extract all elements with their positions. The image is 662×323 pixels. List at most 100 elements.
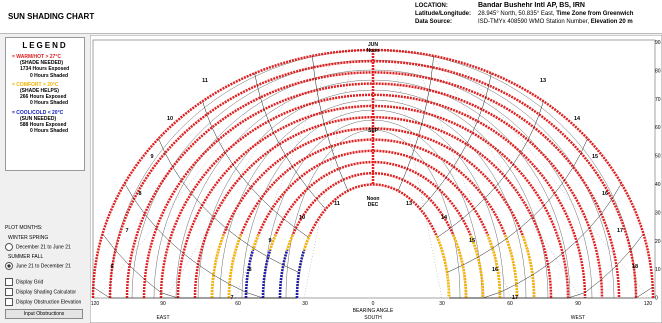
hour-label: 16 (492, 267, 498, 273)
header: SUN SHADING CHART LOCATION: Bandar Busheh… (0, 0, 662, 34)
noon-label: Noon (367, 196, 380, 202)
radio[interactable]: December 21 to June 21 (5, 243, 83, 253)
y-tick-label: 30 (655, 210, 661, 216)
hour-label: 6 (110, 264, 113, 270)
hour-label: 16 (602, 191, 608, 197)
noon-label: Noon (367, 48, 380, 54)
legend-exposed: 588 Hours Exposed (20, 122, 67, 129)
value: Bandar Bushehr Intl AP, BS, IRN (478, 2, 585, 9)
section-label: WINTER SPRING (8, 234, 49, 241)
legend-label: = COMFORT > 20°C (12, 81, 59, 88)
hour-line (254, 73, 326, 210)
radio-label: December 21 to June 21 (16, 244, 71, 251)
sun-path-comfort (295, 235, 451, 299)
hour-line (397, 55, 434, 191)
checkbox[interactable]: Display Shading Calculator (5, 287, 83, 298)
hour-label: 7 (125, 228, 128, 234)
radio[interactable]: June 21 to December 21 (5, 262, 83, 272)
legend: LEGEND = WARM/HOT > 27°C (SHADE NEEDED) … (5, 37, 85, 171)
legend-label: = COOL/COLD < 20°C (12, 109, 64, 116)
legend-note: (SUN NEEDED) (20, 115, 57, 122)
y-tick-label: 10 (655, 267, 661, 273)
hour-label: 11 (334, 201, 340, 207)
hour-line (420, 73, 492, 210)
grid-line (435, 59, 581, 299)
controls: PLOT MONTHS: WINTER SPRING December 21 t… (5, 224, 83, 319)
hour-label: 14 (441, 215, 448, 221)
grid-arc (153, 69, 593, 299)
hour-label: 14 (574, 116, 581, 122)
value: ISD-TMYx 408590 WMO Station Number, (478, 19, 590, 25)
chart-bg (90, 35, 662, 323)
label: Data Source: (415, 19, 453, 25)
month-label: JUN (368, 42, 378, 48)
hour-label: 13 (540, 78, 546, 84)
y-tick-label: 50 (655, 154, 661, 160)
hour-line (437, 101, 544, 238)
x-tick-label: 120 (644, 301, 653, 307)
button[interactable]: Input Obstructions (5, 308, 83, 319)
x-tick-label: 30 (302, 301, 308, 307)
x-tick-label: 60 (235, 301, 241, 307)
hour-label: 7 (230, 295, 233, 301)
axis-label: BEARING ANGLE (353, 308, 394, 314)
x-tick-label: 30 (439, 301, 445, 307)
y-tick-label: 40 (655, 182, 661, 188)
sun-path (159, 93, 587, 299)
hour-label: 10 (299, 215, 305, 221)
hour-label: 9 (268, 238, 271, 244)
hour-label: 11 (202, 78, 208, 84)
hour-line (449, 286, 653, 299)
legend-note: (SHADE NEEDED) (20, 60, 64, 67)
y-tick-label: 0 (655, 296, 658, 302)
grid-arc (285, 129, 461, 299)
y-tick-label: 70 (655, 97, 661, 103)
sun-path (244, 149, 502, 299)
y-tick-label: 80 (655, 68, 661, 74)
sun-path (176, 104, 570, 299)
checkbox[interactable]: Display Obstruction Elevation (5, 297, 83, 308)
legend-exposed: 1734 Hours Exposed (20, 66, 70, 73)
section-label: SUMMER FALL (8, 253, 44, 260)
x-tick-label: 90 (575, 301, 581, 307)
legend-exposed: 266 Hours Exposed (20, 94, 67, 101)
app-title: SUN SHADING CHART (8, 12, 95, 21)
label: Latitude/Longitude: (415, 11, 471, 17)
sun-path-comfort (278, 235, 468, 299)
hour-label: 18 (632, 264, 638, 270)
axis-label: SOUTH (364, 315, 382, 321)
hour-label: 9 (150, 154, 153, 160)
axis-label: WEST (571, 315, 585, 321)
x-tick-label: 0 (372, 301, 375, 307)
y-tick-label: 60 (655, 125, 661, 131)
plot-frame (92, 39, 656, 299)
legend-label: = WARM/HOT > 27°C (12, 54, 61, 60)
axis-label: EAST (156, 315, 169, 321)
hour-line (446, 138, 588, 273)
sun-path (227, 138, 519, 299)
hour-label: 17 (617, 228, 623, 234)
legend-note: (SHADE HELPS) (20, 88, 59, 95)
legend-shaded: 0 Hours Shaded (30, 72, 69, 79)
month-label: DEC (368, 202, 379, 208)
section-label: PLOT MONTHS: (5, 225, 43, 231)
legend-shaded: 0 Hours Shaded (30, 100, 69, 107)
legend-shaded: 0 Hours Shaded (30, 128, 69, 135)
sun-path-comfort (261, 235, 485, 299)
sun-path (193, 116, 553, 299)
site-info: LOCATION: Bandar Bushehr Intl AP, BS, IRN… (415, 2, 662, 26)
radio-label: June 21 to December 21 (16, 263, 71, 270)
y-tick-label: 20 (655, 239, 661, 245)
checkbox[interactable]: Display Grid (5, 278, 83, 288)
hour-line (93, 286, 297, 299)
month-label: SEP (368, 128, 379, 134)
sun-chart: JUN Noon SEP Noon DEC 90 120 60 30 0 30 … (90, 35, 662, 323)
x-tick-label: 120 (91, 301, 100, 307)
x-tick-label: 90 (160, 301, 166, 307)
hour-line (312, 55, 349, 191)
hour-label: 10 (167, 116, 173, 122)
hour-label: 15 (469, 238, 475, 244)
hour-label: 17 (512, 295, 518, 301)
hour-line (202, 101, 309, 238)
